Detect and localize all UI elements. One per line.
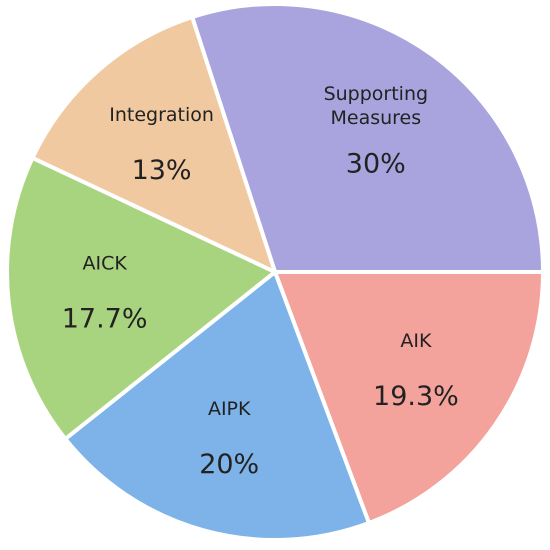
pie-slice: [62, 268, 372, 542]
slice-value-label: 20%: [199, 449, 259, 480]
pie-slice: [189, 2, 546, 274]
slice-label: AICK: [82, 252, 127, 274]
slice-value-label: 13%: [132, 155, 192, 186]
slice-label: Supporting Measures: [324, 83, 429, 129]
slice-value-label: 19.3%: [373, 381, 459, 412]
pie-slice: [29, 14, 279, 276]
slice-label: AIPK: [208, 398, 251, 420]
slice-value-label: 17.7%: [62, 303, 148, 334]
slice-label: AIK: [400, 330, 432, 352]
pie-slice: [5, 155, 279, 442]
slice-value-label: 30%: [346, 149, 406, 180]
slice-label: Integration: [109, 104, 214, 126]
pie-slice: [272, 270, 546, 526]
